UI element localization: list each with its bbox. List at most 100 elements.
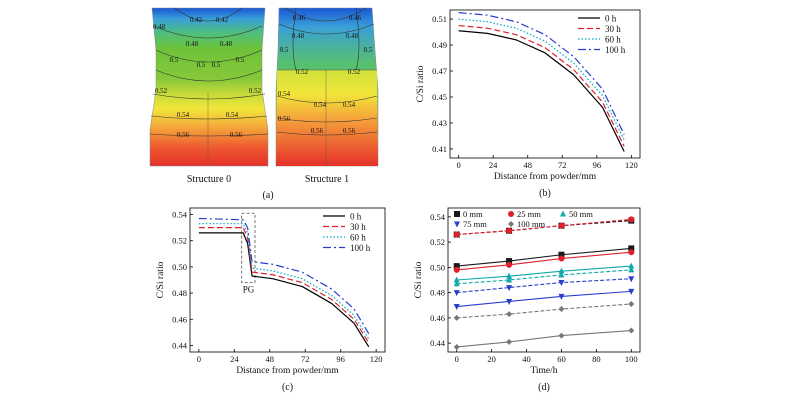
x-tick-label: 72 xyxy=(558,160,567,170)
data-point xyxy=(506,311,513,318)
y-tick-label: 0.54 xyxy=(172,210,188,220)
data-point xyxy=(628,301,635,307)
data-point xyxy=(558,293,565,300)
contour-label: 0.52 xyxy=(348,68,361,76)
series-line-dashed xyxy=(456,218,632,236)
data-point xyxy=(453,280,460,287)
series-line xyxy=(458,30,625,152)
data-point xyxy=(558,271,565,278)
y-axis-label: C/Si ratio xyxy=(416,65,426,102)
series-line xyxy=(456,265,632,281)
y-tick-label: 0.47 xyxy=(432,66,447,76)
panel-b-chart: 0 24 48 72 96 120 0.41 0.43 0.45 0.47 0.49 0.51 Dist… xyxy=(416,9,641,199)
contour-label: 0.56 xyxy=(230,131,243,139)
panel-d-chart: 0 20 40 60 80 100 0.44 0.46 0.48 0.50 0.52 0.54 Time… xyxy=(414,207,641,393)
series-line-dashed xyxy=(456,278,632,294)
data-point xyxy=(558,280,565,287)
x-tick-label: 96 xyxy=(336,354,345,364)
x-axis-label: Distance from powder/mm xyxy=(494,171,597,182)
x-tick-label: 0 xyxy=(197,354,201,364)
series-line-dashed xyxy=(456,303,632,319)
legend-label: 100 mm xyxy=(517,219,545,229)
data-point xyxy=(506,338,513,345)
pg-box xyxy=(241,212,256,284)
data-point xyxy=(506,276,513,283)
series-line xyxy=(456,247,632,267)
legend-label: 60 h xyxy=(605,35,621,45)
series-line xyxy=(458,18,625,141)
data-point xyxy=(628,276,635,283)
contour-label: 0.56 xyxy=(177,131,190,139)
contour-label: 0.48 xyxy=(186,40,199,48)
y-tick-label: 0.41 xyxy=(432,144,447,154)
legend-label: 0 mm xyxy=(463,209,483,219)
structure-0-label: Structure 0 xyxy=(187,174,231,185)
legend-label: 75 mm xyxy=(463,219,487,229)
data-point xyxy=(453,343,460,350)
data-point xyxy=(558,255,565,262)
contour-label: 0.52 xyxy=(249,87,262,95)
x-tick-label: 120 xyxy=(625,160,638,170)
x-tick-label: 60 xyxy=(557,354,566,364)
series-line xyxy=(458,11,625,135)
contour-label: 0.54 xyxy=(226,111,239,119)
data-point xyxy=(506,258,513,265)
x-tick-label: 0 xyxy=(457,160,461,170)
contour-label: 0.48 xyxy=(346,32,359,40)
contour-label: 0.54 xyxy=(314,101,327,109)
x-tick-label: 20 xyxy=(487,354,496,364)
panel-a-label: (a) xyxy=(262,190,273,201)
data-point xyxy=(628,266,635,273)
y-tick-label: 0.52 xyxy=(172,236,187,246)
contour-label: 0.54 xyxy=(278,90,291,98)
y-tick-label: 0.46 xyxy=(430,313,445,323)
x-tick-label: 48 xyxy=(266,354,275,364)
contour-label: 0.5 xyxy=(197,61,206,69)
series-line xyxy=(198,217,370,334)
y-tick-label: 0.49 xyxy=(432,40,447,50)
data-point xyxy=(628,245,635,252)
legend-label: 60 h xyxy=(350,233,366,243)
data-point xyxy=(628,249,635,256)
y-axis-label: C/Si ratio xyxy=(156,261,166,298)
contour-label: 0.56 xyxy=(278,115,291,123)
legend-label: 0 h xyxy=(605,14,617,24)
structure-1-label: Structure 1 xyxy=(305,174,349,185)
contour-label: 0.5 xyxy=(280,46,289,54)
panel-label: (c) xyxy=(282,382,293,393)
panel-label: (d) xyxy=(538,382,550,393)
data-point xyxy=(453,276,460,283)
data-point xyxy=(628,327,635,334)
legend-label: 0 h xyxy=(350,212,362,222)
data-point xyxy=(558,222,565,229)
x-axis-label: Distance from powder/mm xyxy=(236,365,339,376)
y-tick-label: 0.45 xyxy=(432,92,447,102)
contour-label: 0.5 xyxy=(236,56,245,64)
data-point xyxy=(558,251,565,258)
y-tick-label: 0.44 xyxy=(172,340,188,350)
x-tick-label: 24 xyxy=(230,354,239,364)
legend-label: 30 h xyxy=(350,222,366,232)
contour-label: 0.48 xyxy=(220,40,233,48)
contour-label: 0.46 xyxy=(293,14,306,22)
x-tick-label: 120 xyxy=(370,354,383,364)
series-line xyxy=(456,329,632,348)
contour-label: 0.52 xyxy=(296,68,309,76)
legend-marker xyxy=(560,210,566,217)
legend-marker xyxy=(454,221,460,228)
legend-label: 100 h xyxy=(350,243,371,253)
y-tick-label: 0.50 xyxy=(172,262,187,272)
contour-label: 0.42 xyxy=(190,16,203,24)
legend-label: 30 h xyxy=(605,24,621,34)
data-point xyxy=(453,290,460,297)
y-axis-label: C/Si ratio xyxy=(414,261,424,298)
data-point xyxy=(453,314,460,321)
y-tick-label: 0.48 xyxy=(172,288,187,298)
contour-label: 0.42 xyxy=(216,16,229,24)
legend-marker xyxy=(508,221,514,227)
contour-label: 0.52 xyxy=(155,87,168,95)
x-tick-label: 0 xyxy=(455,354,459,364)
contour-label: 0.46 xyxy=(349,14,362,22)
structure-1-contour-map: 0.46 0.46 0.48 0.48 0.5 0.5 0.52 0.52 0.… xyxy=(275,7,379,185)
